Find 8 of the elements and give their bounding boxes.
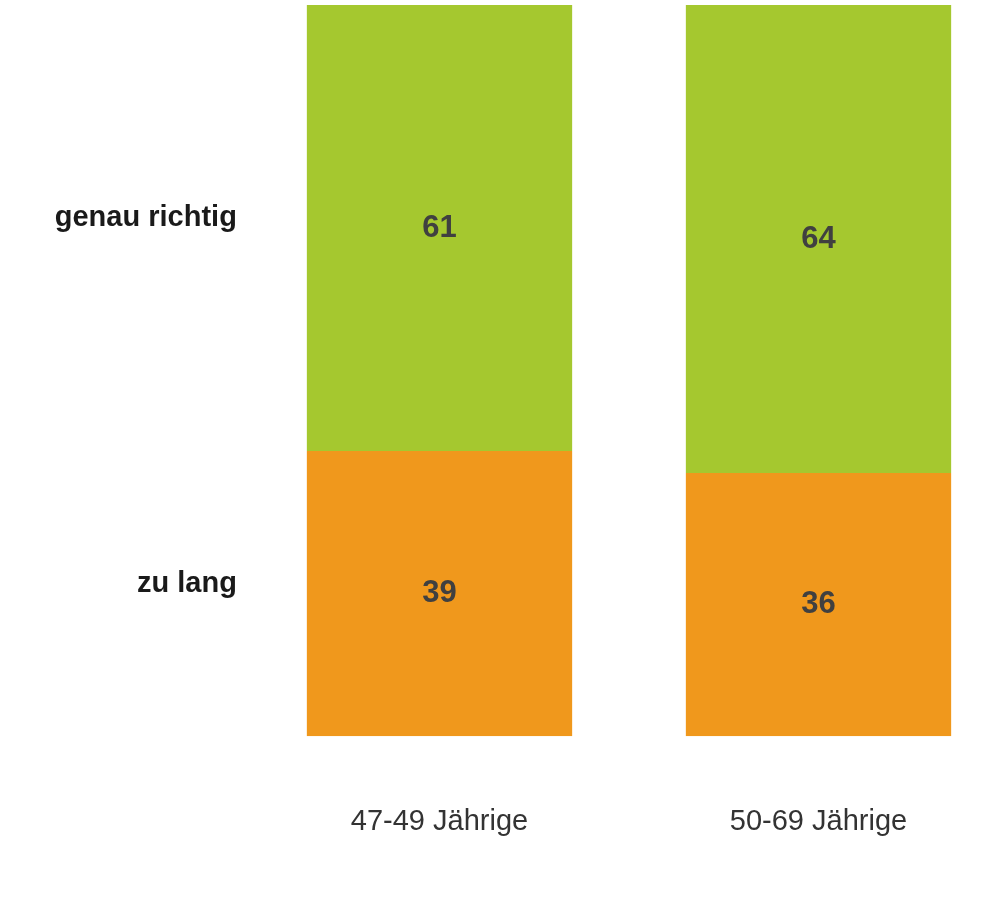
x-tick-label: 50-69 Jährige: [729, 803, 908, 836]
data-label: 61: [422, 208, 457, 244]
text: zu lang: [136, 565, 237, 598]
data-label: 36: [801, 585, 836, 621]
data-label: 39: [422, 574, 457, 610]
data-label: 64: [801, 219, 837, 255]
text: genau richtig: [54, 200, 237, 233]
x-tick-label: 47-49 Jährige: [350, 803, 529, 836]
